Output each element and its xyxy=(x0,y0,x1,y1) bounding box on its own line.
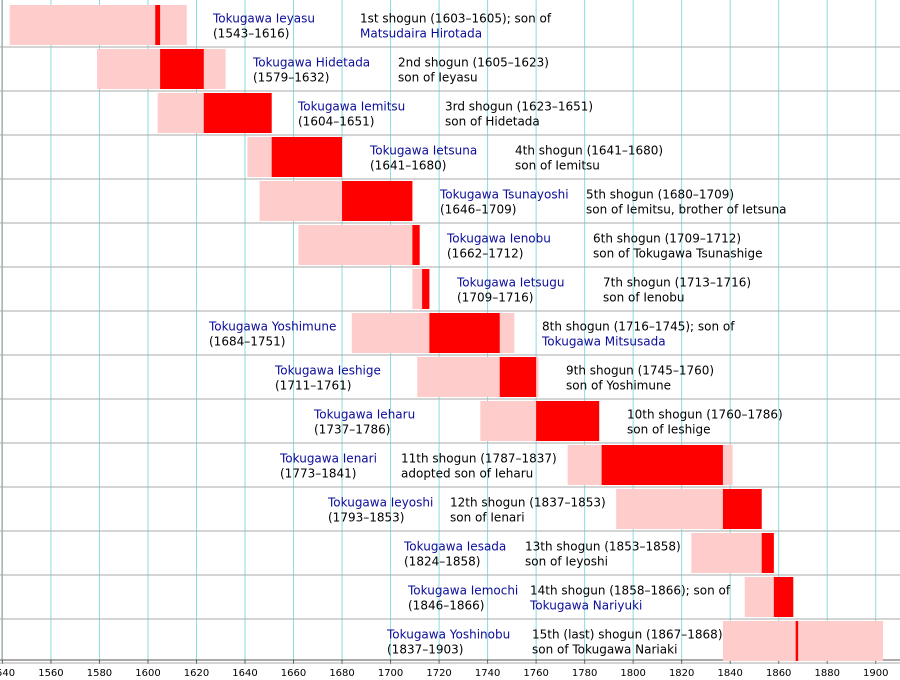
parent-link[interactable]: Tokugawa Nariyuki xyxy=(529,599,642,613)
shogun-name[interactable]: Tokugawa Tsunayoshi xyxy=(439,188,569,202)
shogun-name[interactable]: Tokugawa Yoshinobu xyxy=(386,628,510,642)
reign-bar xyxy=(160,49,204,89)
shogun-name[interactable]: Tokugawa Iemochi xyxy=(407,584,518,598)
x-tick-label: 1740 xyxy=(475,668,500,679)
x-tick-label: 1540 xyxy=(0,668,15,679)
description: 14th shogun (1858–1866); son of xyxy=(530,584,731,598)
description: 5th shogun (1680–1709) xyxy=(586,188,734,202)
shogun-name[interactable]: Tokugawa Ieyasu xyxy=(212,12,315,26)
shogun-name[interactable]: Tokugawa Ieshige xyxy=(274,364,381,378)
x-tick-label: 1660 xyxy=(281,668,306,679)
description: 15th (last) shogun (1867–1868) xyxy=(532,628,723,642)
shogun-name[interactable]: Tokugawa Iesada xyxy=(403,540,506,554)
lifespan-label: (1641–1680) xyxy=(370,159,446,173)
x-tick-label: 1900 xyxy=(863,668,888,679)
description: son of Ienobu xyxy=(603,291,685,305)
description: 12th shogun (1837–1853) xyxy=(450,496,606,510)
description: son of Ieyasu xyxy=(398,71,478,85)
description: 1st shogun (1603–1605); son of xyxy=(360,12,552,26)
x-tick-label: 1680 xyxy=(329,668,354,679)
lifespan-bar xyxy=(691,533,774,573)
description: son of Ieshige xyxy=(627,423,711,437)
reign-bar xyxy=(536,401,600,441)
reign-bar xyxy=(761,533,774,573)
x-tick-label: 1800 xyxy=(620,668,645,679)
parent-link[interactable]: Matsudaira Hirotada xyxy=(360,27,482,41)
shogun-name[interactable]: Tokugawa Iemitsu xyxy=(297,100,405,114)
lifespan-label: (1579–1632) xyxy=(253,71,329,85)
description: son of Tokugawa Tsunashige xyxy=(593,247,763,261)
x-tick-label: 1840 xyxy=(717,668,742,679)
lifespan-label: (1604–1651) xyxy=(298,115,374,129)
lifespan-bar xyxy=(722,621,884,661)
lifespan-label: (1824–1858) xyxy=(404,555,480,569)
lifespan-label: (1684–1751) xyxy=(209,335,285,349)
reign-bar xyxy=(773,577,794,617)
reign-bar xyxy=(722,489,762,529)
reign-bar xyxy=(342,181,413,221)
description: son of Ieyoshi xyxy=(525,555,608,569)
description: 4th shogun (1641–1680) xyxy=(515,144,663,158)
lifespan-label: (1793–1853) xyxy=(328,511,404,525)
description: son of Ienari xyxy=(450,511,525,525)
x-tick-label: 1700 xyxy=(378,668,403,679)
lifespan-bar xyxy=(298,225,420,265)
shogun-name[interactable]: Tokugawa Ienobu xyxy=(446,232,551,246)
lifespan-label: (1662–1712) xyxy=(447,247,523,261)
shogun-name[interactable]: Tokugawa Ieyoshi xyxy=(327,496,433,510)
description: 9th shogun (1745–1760) xyxy=(566,364,714,378)
shogun-name[interactable]: Tokugawa Hidetada xyxy=(252,56,370,70)
lifespan-bar xyxy=(9,5,187,45)
description: son of Iemitsu xyxy=(515,159,600,173)
description: 6th shogun (1709–1712) xyxy=(593,232,741,246)
description: adopted son of Ieharu xyxy=(401,467,533,481)
description: 3rd shogun (1623–1651) xyxy=(445,100,593,114)
lifespan-label: (1846–1866) xyxy=(408,599,484,613)
x-tick-label: 1880 xyxy=(814,668,839,679)
lifespan-label: (1646–1709) xyxy=(440,203,516,217)
shogun-name[interactable]: Tokugawa Ietsuna xyxy=(369,144,477,158)
reign-bar xyxy=(795,621,799,661)
x-tick-label: 1720 xyxy=(426,668,451,679)
description: son of Yoshimune xyxy=(566,379,671,393)
reign-bar xyxy=(499,357,537,397)
description: 10th shogun (1760–1786) xyxy=(627,408,783,422)
lifespan-label: (1837–1903) xyxy=(387,643,463,657)
lifespan-label: (1711–1761) xyxy=(275,379,351,393)
shogun-name[interactable]: Tokugawa Ietsugu xyxy=(456,276,564,290)
reign-bar xyxy=(422,269,430,309)
lifespan-label: (1737–1786) xyxy=(314,423,390,437)
description: 8th shogun (1716–1745); son of xyxy=(542,320,735,334)
x-tick-label: 1860 xyxy=(766,668,791,679)
description: son of Hidetada xyxy=(445,115,540,129)
description: 13th shogun (1853–1858) xyxy=(525,540,681,554)
description: son of Iemitsu, brother of Ietsuna xyxy=(586,203,786,217)
reign-bar xyxy=(203,93,272,133)
x-tick-label: 1620 xyxy=(184,668,209,679)
reign-bar xyxy=(155,5,161,45)
description: 2nd shogun (1605–1623) xyxy=(398,56,549,70)
x-tick-label: 1640 xyxy=(232,668,257,679)
x-tick-label: 1560 xyxy=(38,668,63,679)
shogun-name[interactable]: Tokugawa Yoshimune xyxy=(208,320,336,334)
reign-bar xyxy=(429,313,500,353)
x-tick-label: 1760 xyxy=(523,668,548,679)
lifespan-label: (1773–1841) xyxy=(280,467,356,481)
x-tick-label: 1820 xyxy=(669,668,694,679)
lifespan-label: (1709–1716) xyxy=(457,291,533,305)
reign-bar xyxy=(271,137,343,177)
reign-bar xyxy=(412,225,420,265)
x-tick-label: 1780 xyxy=(572,668,597,679)
shogun-name[interactable]: Tokugawa Ienari xyxy=(279,452,377,466)
x-tick-label: 1600 xyxy=(135,668,160,679)
lifespan-label: (1543–1616) xyxy=(213,27,289,41)
description: 11th shogun (1787–1837) xyxy=(401,452,557,466)
shogun-name[interactable]: Tokugawa Ieharu xyxy=(313,408,415,422)
description: son of Tokugawa Nariaki xyxy=(532,643,677,657)
description: 7th shogun (1713–1716) xyxy=(603,276,751,290)
parent-link[interactable]: Tokugawa Mitsusada xyxy=(541,335,666,349)
x-tick-label: 1580 xyxy=(87,668,112,679)
reign-bar xyxy=(601,445,723,485)
